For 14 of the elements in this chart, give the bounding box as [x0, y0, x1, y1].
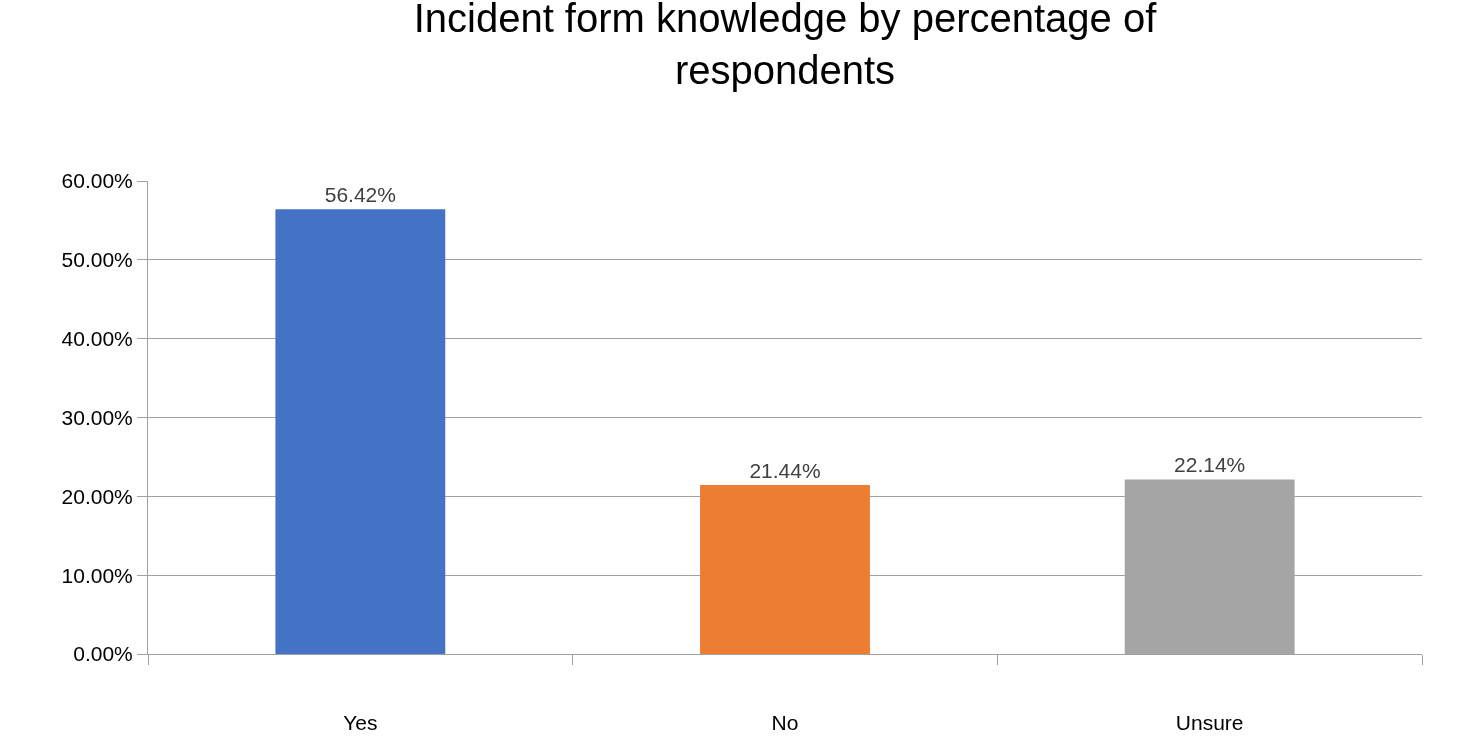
y-tick-label: 20.00% — [61, 484, 133, 508]
x-tick-label: No — [771, 711, 799, 735]
y-tick-label: 60.00% — [61, 169, 133, 193]
y-tick-label: 40.00% — [61, 327, 133, 351]
chart-title: Incident form knowledge by percentage of respondents — [413, 0, 1158, 92]
data-label: 22.14% — [1174, 453, 1246, 477]
x-tick-label: Unsure — [1175, 711, 1244, 735]
x-tick-label: Yes — [343, 711, 378, 735]
y-tick-label: 10.00% — [61, 563, 133, 587]
y-tick-label: 50.00% — [61, 248, 133, 272]
y-tick-label: 30.00% — [61, 405, 133, 429]
y-tick-label: 0.00% — [73, 642, 133, 666]
data-label: 56.42% — [324, 183, 396, 207]
data-label: 21.44% — [749, 458, 821, 482]
